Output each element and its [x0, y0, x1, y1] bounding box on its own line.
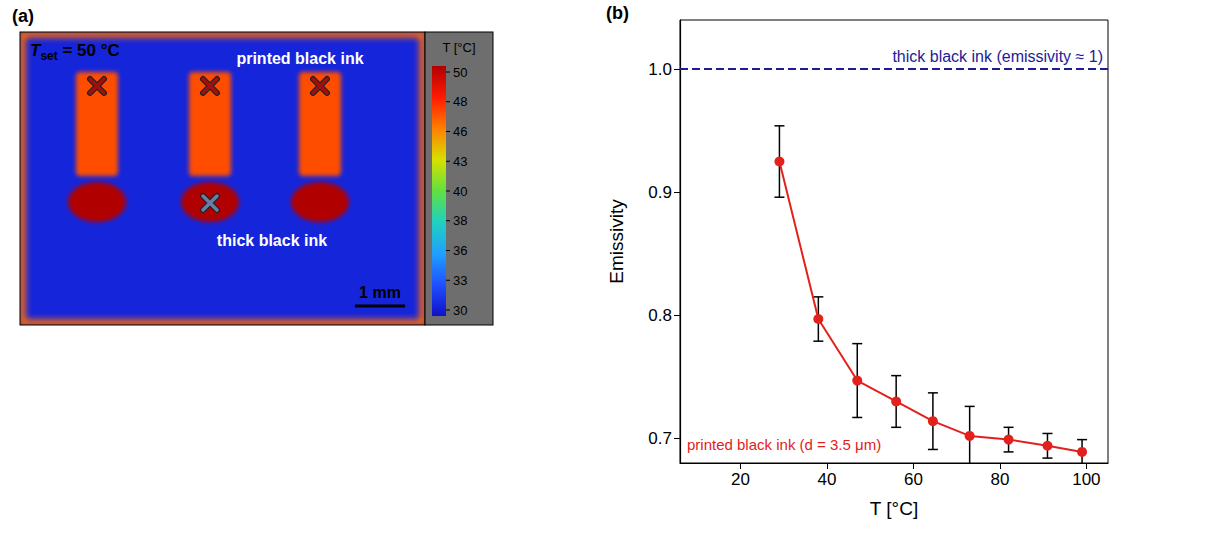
- svg-text:Tset = 50 °C: Tset = 50 °C: [30, 41, 120, 63]
- svg-text:thick black ink: thick black ink: [217, 232, 327, 249]
- svg-text:80: 80: [990, 470, 1009, 489]
- svg-text:(a): (a): [12, 6, 34, 26]
- svg-text:40: 40: [818, 470, 837, 489]
- svg-text:38: 38: [453, 213, 467, 228]
- svg-text:48: 48: [453, 94, 467, 109]
- svg-text:100: 100: [1072, 470, 1100, 489]
- svg-text:43: 43: [453, 154, 467, 169]
- svg-text:thick black ink (emissivity ≈: thick black ink (emissivity ≈ 1): [892, 48, 1103, 65]
- svg-text:0.9: 0.9: [648, 183, 672, 202]
- svg-text:1.0: 1.0: [648, 60, 672, 79]
- svg-text:T [°C]: T [°C]: [442, 40, 475, 55]
- svg-text:1 mm: 1 mm: [359, 284, 401, 301]
- svg-text:46: 46: [453, 124, 467, 139]
- svg-text:30: 30: [453, 303, 467, 318]
- svg-text:33: 33: [453, 273, 467, 288]
- svg-text:0.8: 0.8: [648, 306, 672, 325]
- svg-text:Emissivity: Emissivity: [606, 199, 627, 284]
- svg-text:printed black ink (d = 3.5 μm): printed black ink (d = 3.5 μm): [687, 436, 881, 453]
- svg-text:50: 50: [453, 65, 467, 80]
- svg-text:60: 60: [904, 470, 923, 489]
- svg-text:40: 40: [453, 184, 467, 199]
- svg-text:36: 36: [453, 243, 467, 258]
- svg-text:(b): (b): [606, 3, 629, 23]
- svg-text:0.7: 0.7: [648, 429, 672, 448]
- svg-text:T [°C]: T [°C]: [870, 498, 918, 519]
- svg-text:printed black ink: printed black ink: [236, 50, 363, 67]
- svg-text:20: 20: [731, 470, 750, 489]
